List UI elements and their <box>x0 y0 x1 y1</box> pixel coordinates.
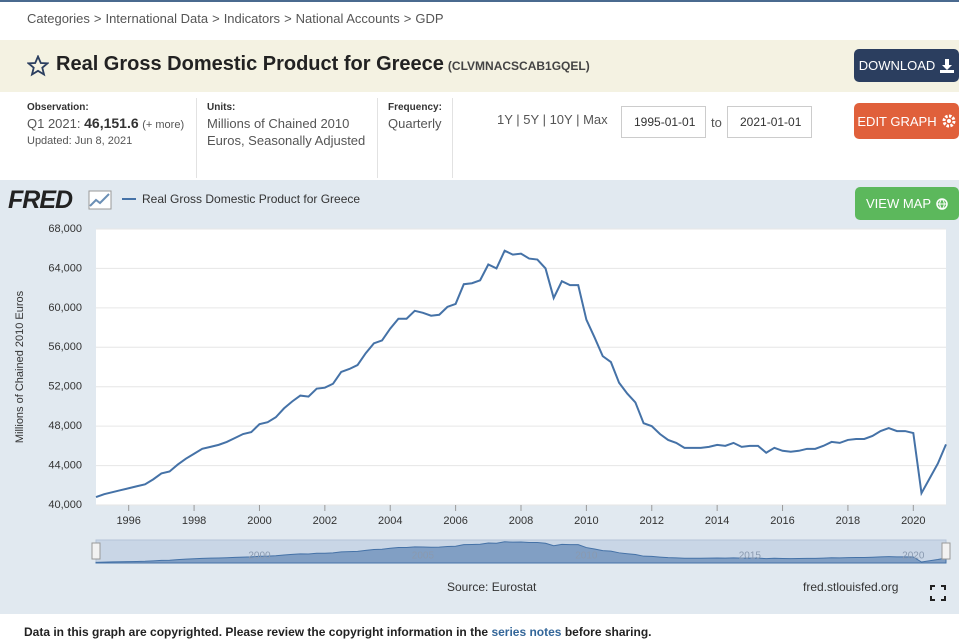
copyright-note: Data in this graph are copyrighted. Plea… <box>24 625 652 639</box>
y-tick-label: 48,000 <box>48 420 82 432</box>
x-tick-label: 2000 <box>247 515 271 527</box>
logo-graph <box>88 190 112 210</box>
navigator-label: 2020 <box>902 551 925 562</box>
separator <box>452 98 453 178</box>
download-button[interactable]: DOWNLOAD <box>854 49 959 82</box>
y-tick-label: 40,000 <box>48 499 82 511</box>
y-axis-label: Millions of Chained 2010 Euros <box>14 290 26 443</box>
range[interactable]: 5Y <box>523 112 539 127</box>
note-text: Data in this graph are copyrighted. Plea… <box>24 625 489 639</box>
crumb[interactable]: International Data <box>105 11 209 26</box>
separator <box>377 98 378 178</box>
x-tick-label: 2012 <box>640 515 664 527</box>
plot-area <box>96 229 946 505</box>
end-date[interactable]: 2021-01-01 <box>727 106 812 138</box>
x-tick-label: 1998 <box>182 515 206 527</box>
crumb[interactable]: Categories <box>27 11 90 26</box>
y-tick-label: 44,000 <box>48 459 82 471</box>
series-notes-link[interactable]: series notes <box>491 625 562 639</box>
source: Source: Eurostat <box>447 580 537 594</box>
edit-label: EDIT GRAPH <box>857 113 937 129</box>
navigator-label: 2010 <box>575 551 598 562</box>
top-border <box>0 0 959 2</box>
crumb[interactable]: GDP <box>415 11 444 26</box>
frequency-text: Quarterly <box>388 116 442 131</box>
period: Q1 2021: <box>27 116 81 131</box>
units: Units: Millions of Chained 2010 Euros, S… <box>207 102 367 149</box>
more-link[interactable]: (+ more) <box>142 119 185 131</box>
x-tick-label: 2018 <box>836 515 860 527</box>
label: Frequency: <box>388 102 442 113</box>
view-map-label: VIEW MAP <box>865 196 931 211</box>
navigator-handle[interactable] <box>91 542 101 560</box>
y-tick-label: 60,000 <box>48 302 82 314</box>
range[interactable]: 10Y <box>549 112 573 127</box>
chart: 40,000 44,000 48,000 52,000 56,000 60,000 64,0… <box>14 192 951 601</box>
gear-icon <box>942 114 956 128</box>
observation: Observation: Q1 2021: 46,151.6 (+ more) … <box>27 102 187 147</box>
observation-text: Q1 2021: 46,151.6 (+ more) <box>27 115 187 134</box>
crumb[interactable]: Indicators <box>223 11 281 26</box>
y-tick-label: 52,000 <box>48 381 82 393</box>
to-label: to <box>711 115 722 130</box>
view-map-button[interactable]: VIEW MAP <box>855 187 959 220</box>
x-tick-label: 2004 <box>378 515 402 527</box>
x-tick-label: 2006 <box>443 515 467 527</box>
series-code: (CLVMNACSCAB1GQEL) <box>447 59 590 73</box>
range[interactable]: 1Y <box>497 112 513 127</box>
navigator-label: 2005 <box>412 551 435 562</box>
y-tick-label: 68,000 <box>48 223 82 235</box>
fred-logo: FRED <box>8 186 73 214</box>
separator <box>196 98 197 178</box>
series-title: Real Gross Domestic Product for Greece (C… <box>56 53 590 76</box>
edit-graph-button[interactable]: EDIT GRAPH <box>854 103 959 139</box>
crumb[interactable]: National Accounts <box>295 11 400 26</box>
series-line <box>95 249 947 499</box>
x-tick-label: 2002 <box>313 515 337 527</box>
label: Units: <box>207 102 236 113</box>
y-tick-label: 64,000 <box>48 262 82 274</box>
units-text: Millions of Chained 2010 Euros, Seasonal… <box>207 116 366 148</box>
updated: Updated: Jun 8, 2021 <box>27 135 133 147</box>
x-tick-label: 2016 <box>770 515 794 527</box>
header-band <box>0 40 959 92</box>
frequency: Frequency: Quarterly <box>388 102 448 132</box>
label: Observation: <box>27 102 89 113</box>
y-tick-label: 56,000 <box>48 341 82 353</box>
x-tick-label: 2020 <box>901 515 925 527</box>
x-tick-label: 2010 <box>574 515 598 527</box>
navigator-area <box>95 541 947 564</box>
fullscreen-icon[interactable] <box>930 585 946 601</box>
x-tick-label: 1996 <box>116 515 140 527</box>
note-text: before sharing. <box>564 625 652 639</box>
download-label: DOWNLOAD <box>858 58 936 73</box>
x-tick-label: 2008 <box>509 515 533 527</box>
site: fred.stlouisfed.org <box>803 580 898 594</box>
navigator-label: 2015 <box>739 551 762 562</box>
start-date[interactable]: 1995-01-01 <box>621 106 706 138</box>
range[interactable]: Max <box>583 112 608 127</box>
star-icon[interactable] <box>27 55 49 77</box>
globe-icon <box>936 197 948 210</box>
obs-value: 46,151.6 <box>84 115 139 131</box>
download-icon <box>940 58 955 73</box>
navigator-handle[interactable] <box>941 542 951 560</box>
breadcrumb: Categories > International Data > Indicators… <box>27 11 444 26</box>
x-tick-label: 2014 <box>705 515 729 527</box>
range-links: 1Y | 5Y | 10Y | Max <box>497 112 608 127</box>
title: Real Gross Domestic Product for Greece <box>56 53 444 75</box>
navigator-label: 2000 <box>248 551 271 562</box>
legend-label: Real Gross Domestic Product for Greece <box>142 192 360 206</box>
